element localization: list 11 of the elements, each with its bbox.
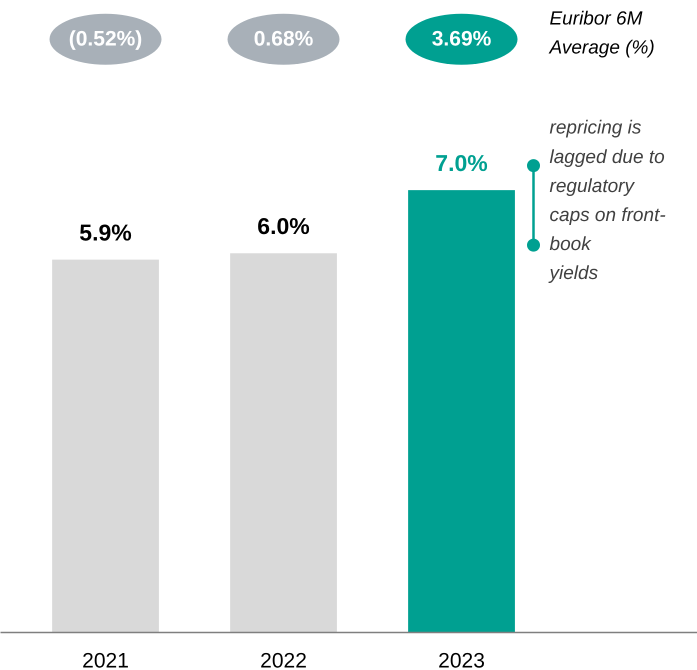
text: 3.69% xyxy=(432,28,492,51)
text: 0.68% xyxy=(254,28,314,51)
x-tick-label: 2021 xyxy=(82,650,129,670)
text: (0.52%) xyxy=(68,28,142,51)
annotation: repricing is lagged due to regulatory caps on front- book yields xyxy=(548,118,666,284)
data-label: 6.0% xyxy=(257,213,310,240)
data-label: 5.9% xyxy=(79,219,132,246)
x-tick-label: 2023 xyxy=(438,650,485,670)
data-label: 7.0% xyxy=(435,150,488,176)
x-tick-label: 2022 xyxy=(260,650,307,670)
text: Euribor 6M Average (%) xyxy=(548,8,655,59)
